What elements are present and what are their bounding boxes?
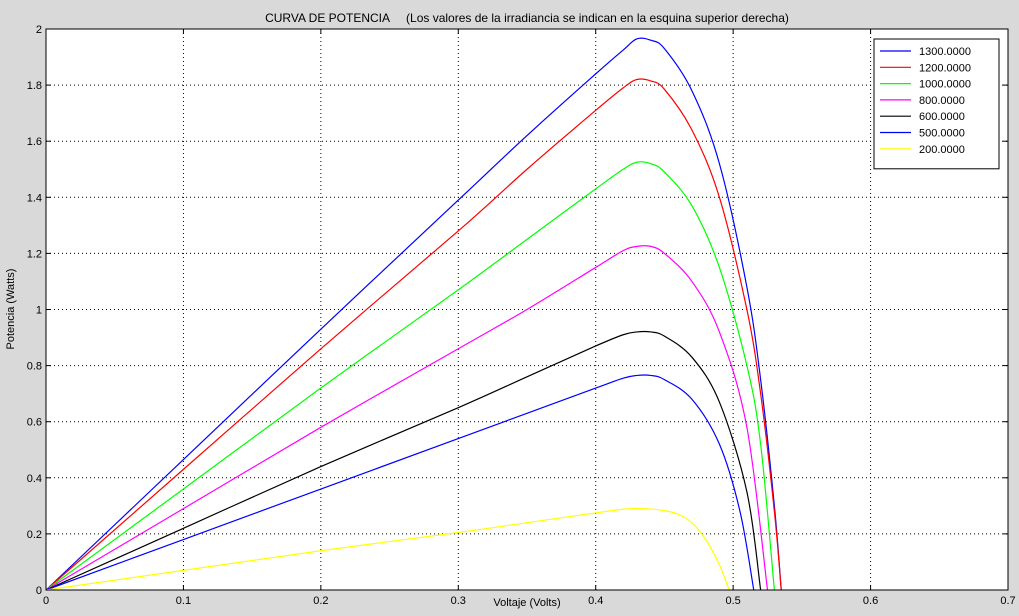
- x-tick-label: 0.2: [313, 595, 328, 607]
- x-tick-label: 0.5: [725, 595, 740, 607]
- series-line-1300: [45, 37, 782, 591]
- legend-label: 600.0000: [919, 111, 965, 123]
- x-tick-label: 0.1: [176, 595, 191, 607]
- x-tick-label: 0.4: [588, 595, 603, 607]
- legend-label: 1300.0000: [919, 46, 971, 58]
- series-line-200: [45, 508, 730, 591]
- x-tick-label: 0.7: [1000, 595, 1015, 607]
- y-tick-label: 1.2: [27, 248, 42, 260]
- y-tick-label: 1.8: [27, 80, 42, 92]
- chart-title: CURVA DE POTENCIA (Los valores de la irr…: [265, 11, 789, 25]
- series-line-800: [45, 245, 769, 591]
- series-line-600: [45, 330, 762, 591]
- grid: [46, 29, 1008, 590]
- y-tick-label: 0: [36, 585, 42, 597]
- series-line-1200: [45, 78, 782, 591]
- legend-label: 500.0000: [919, 128, 965, 140]
- series-line-500: [45, 374, 755, 591]
- y-tick-label: 0.6: [27, 417, 42, 429]
- legend-label: 1000.0000: [919, 79, 971, 91]
- legend-label: 200.0000: [919, 144, 965, 156]
- x-tick-label: 0.6: [863, 595, 878, 607]
- y-tick-label: 1.4: [27, 192, 42, 204]
- x-tick-label: 0: [43, 595, 49, 607]
- ticks: 0 0.1 0.2 0.3 0.4 0.5 0.6 0.7 0 0.2 0.4 0.6 0.8 1 1.2 1…: [27, 24, 1016, 607]
- legend-label: 1200.0000: [919, 62, 971, 74]
- y-tick-label: 1.6: [27, 136, 42, 148]
- series-group: [45, 37, 782, 591]
- legend-label: 800.0000: [919, 95, 965, 107]
- x-tick-label: 0.3: [451, 595, 466, 607]
- y-tick-label: 0.2: [27, 529, 42, 541]
- legend-box: [873, 38, 1000, 170]
- y-tick-label: 0.8: [27, 361, 42, 373]
- y-tick-label: 2: [36, 24, 42, 36]
- y-axis-label: Potencia (Watts): [5, 269, 17, 350]
- y-tick-label: 0.4: [27, 473, 42, 485]
- y-tick-label: 1: [36, 305, 42, 317]
- legend: 1300.0000 1200.0000 1000.0000 800.0000 600.0…: [873, 38, 1000, 170]
- series-line-1000: [45, 161, 775, 591]
- x-axis-label: Voltaje (Volts): [493, 597, 560, 609]
